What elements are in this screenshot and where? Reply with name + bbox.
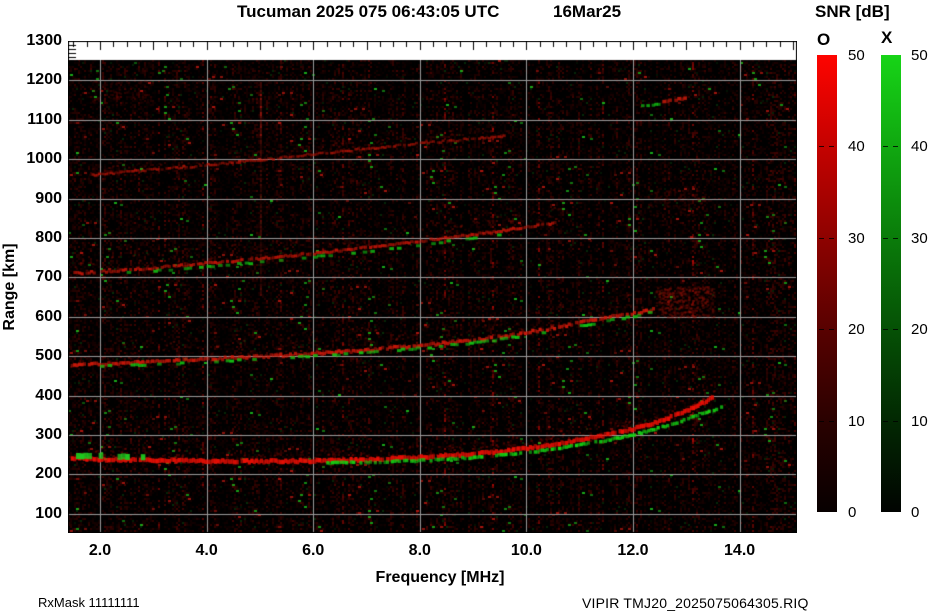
page-title: Tucuman 2025 075 06:43:05 UTC xyxy=(237,2,500,21)
x-axis-label: Frequency [MHz] xyxy=(375,569,505,586)
x-colorbar-tick-dash xyxy=(883,329,888,331)
x-tick-label: 6.0 xyxy=(302,542,325,559)
snr-legend-title: SNR [dB] xyxy=(815,2,890,21)
x-colorbar-tick-dash xyxy=(893,329,898,331)
x-tick-label: 14.0 xyxy=(724,542,756,559)
y-tick-label: 600 xyxy=(35,307,62,325)
x-colorbar-tick-label: 50 xyxy=(911,47,928,64)
x-mode-label: X xyxy=(881,28,893,47)
o-colorbar-tick-dash xyxy=(819,329,824,331)
x-colorbar-tick-label: 20 xyxy=(911,321,928,339)
y-tick-label: 400 xyxy=(35,386,62,404)
o-colorbar-tick-label: 30 xyxy=(848,229,865,247)
o-colorbar-tick-label: 10 xyxy=(848,412,865,430)
x-tick-label: 4.0 xyxy=(195,542,218,559)
o-colorbar-tick-label: 20 xyxy=(848,321,865,339)
rxmask-text: RxMask 11111111 xyxy=(38,595,140,610)
o-mode-colorbar xyxy=(817,55,837,512)
y-tick-label: 1200 xyxy=(26,71,62,89)
o-colorbar-tick-label: 0 xyxy=(848,504,857,521)
filename-text: VIPIR TMJ20_2025075064305.RIQ xyxy=(582,595,809,611)
ionogram-plot-canvas xyxy=(68,41,797,533)
y-tick-label: 1000 xyxy=(26,150,62,168)
y-axis-label: Range [km] xyxy=(1,243,18,331)
o-colorbar-tick-dash xyxy=(829,420,834,422)
x-colorbar-tick-dash xyxy=(883,420,888,422)
x-colorbar-tick-dash xyxy=(883,237,888,239)
o-colorbar-tick-dash xyxy=(829,329,834,331)
o-colorbar-tick-dash xyxy=(819,146,824,148)
y-tick-label: 500 xyxy=(35,347,62,365)
o-mode-label: O xyxy=(817,30,831,49)
y-tick-label: 1100 xyxy=(27,110,62,128)
o-colorbar-tick-dash xyxy=(819,420,824,422)
y-tick-label: 300 xyxy=(35,426,62,443)
o-colorbar-tick-dash xyxy=(829,146,834,148)
x-colorbar-tick-label: 10 xyxy=(911,412,928,430)
o-colorbar-tick-dash xyxy=(829,237,834,239)
x-tick-label: 8.0 xyxy=(408,542,431,559)
x-tick-label: 2.0 xyxy=(88,542,112,559)
x-colorbar-tick-dash xyxy=(883,146,888,148)
y-tick-label: 900 xyxy=(35,189,62,207)
x-colorbar-tick-dash xyxy=(893,146,898,148)
x-mode-colorbar xyxy=(881,55,901,512)
y-tick-label: 1300 xyxy=(26,32,62,49)
x-tick-label: 12.0 xyxy=(617,542,649,559)
o-colorbar-tick-dash xyxy=(819,237,824,239)
y-tick-label: 100 xyxy=(35,504,62,522)
x-colorbar-tick-dash xyxy=(893,237,898,239)
y-tick-label: 200 xyxy=(35,465,62,483)
o-colorbar-tick-label: 50 xyxy=(848,47,865,64)
x-colorbar-tick-dash xyxy=(893,420,898,422)
x-colorbar-tick-label: 40 xyxy=(911,138,928,156)
o-colorbar-tick-label: 40 xyxy=(848,138,865,156)
x-tick-label: 10.0 xyxy=(510,542,542,559)
x-colorbar-tick-label: 0 xyxy=(911,504,920,521)
y-tick-label: 700 xyxy=(35,268,62,286)
x-colorbar-tick-label: 30 xyxy=(911,229,928,247)
y-tick-label: 800 xyxy=(35,229,62,246)
title-date: 16Mar25 xyxy=(553,2,622,21)
